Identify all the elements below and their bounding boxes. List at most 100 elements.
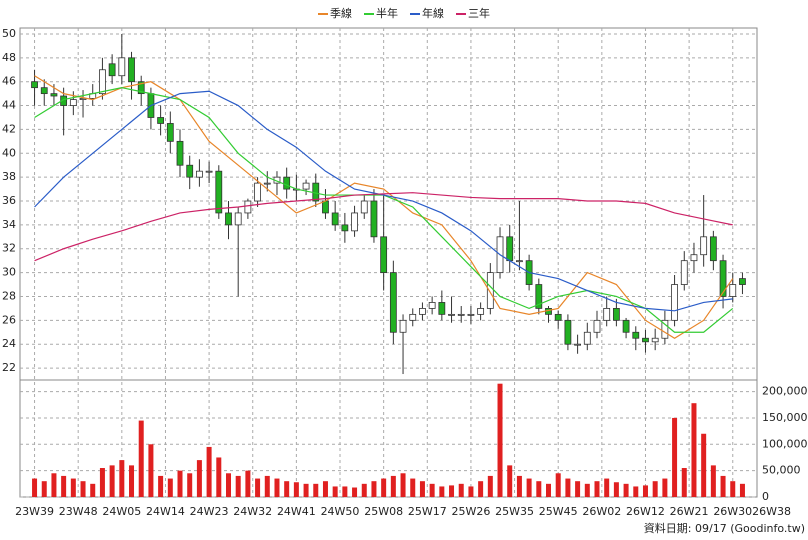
candle-body <box>680 260 688 285</box>
candle-body <box>593 319 601 333</box>
volume-bar <box>284 481 290 497</box>
y-tick-label: 42 <box>2 122 16 135</box>
volume-bar <box>41 481 47 497</box>
candle-body <box>661 319 669 339</box>
volume-bar <box>652 481 658 497</box>
volume-bar <box>371 481 377 497</box>
volume-bar <box>701 433 707 497</box>
y-tick-label: 48 <box>2 51 16 64</box>
candle-body <box>467 313 475 316</box>
volume-bar <box>177 470 183 497</box>
volume-bar <box>264 475 270 497</box>
volume-bar <box>158 475 164 497</box>
volume-bar <box>109 465 115 497</box>
volume-bar <box>332 486 338 497</box>
volume-bar <box>516 475 522 497</box>
volume-bar <box>429 483 435 497</box>
legend-label: 三年 <box>468 6 490 20</box>
legend-label: 半年 <box>376 6 398 20</box>
volume-bar <box>487 475 493 497</box>
y-tick-label: 24 <box>2 337 16 350</box>
candle-body <box>108 63 116 77</box>
candle-body <box>137 81 145 95</box>
candle-body <box>438 302 446 315</box>
volume-bar <box>575 481 581 497</box>
legend-label: 季線 <box>330 6 352 20</box>
volume-bar <box>449 485 455 497</box>
candle-body <box>302 182 310 190</box>
x-tick-label: 24W23 <box>190 505 229 518</box>
volume-bar <box>352 487 358 497</box>
candle-body <box>380 236 388 274</box>
candle-body <box>583 331 591 345</box>
volume-bar <box>584 483 590 497</box>
x-tick-label: 26W02 <box>582 505 621 518</box>
footer: 資料日期: 09/17 (Goodinfo.tw) <box>644 521 805 535</box>
candle-body <box>651 337 659 343</box>
volume-bar <box>148 444 154 497</box>
volume-bar <box>419 481 425 497</box>
y2-tick-label: 0 <box>762 490 769 503</box>
volume-bar <box>187 473 193 497</box>
volume-bar <box>313 483 319 497</box>
candle-body <box>157 117 165 124</box>
volume-bar <box>681 468 687 497</box>
candle-body <box>603 308 611 321</box>
candle-body <box>234 212 242 226</box>
volume-bar <box>206 446 212 497</box>
candle-body <box>574 343 581 346</box>
volume-bar <box>546 483 552 497</box>
candle-body <box>554 313 562 321</box>
candle-body <box>622 319 630 333</box>
candle-body <box>477 308 485 315</box>
candle-body <box>642 337 649 343</box>
ma-line <box>34 192 733 262</box>
candle-body <box>166 123 174 142</box>
volume-bar <box>70 478 76 497</box>
x-tick-label: 26W21 <box>670 505 709 518</box>
candle-body <box>360 200 368 214</box>
volume-bar <box>32 478 38 497</box>
volume-bar <box>710 465 716 497</box>
volume-bar <box>322 481 328 497</box>
candle-body <box>225 212 232 226</box>
y-tick-label: 50 <box>2 27 16 40</box>
volume-bar <box>478 481 484 497</box>
y-tick-label: 38 <box>2 170 16 183</box>
volume-bar <box>119 460 125 497</box>
candle-body <box>118 57 126 77</box>
x-tick-label: 24W05 <box>102 505 141 518</box>
volume-bar <box>468 486 474 497</box>
volume-bar <box>255 478 261 497</box>
y-tick-label: 22 <box>2 361 16 374</box>
y-tick-label: 40 <box>2 146 16 159</box>
candle-body <box>457 313 465 316</box>
candle-body <box>632 331 640 339</box>
x-tick-label: 25W45 <box>539 505 578 518</box>
candle-body <box>128 57 135 83</box>
candle-body <box>40 87 48 95</box>
candle-body <box>69 99 77 106</box>
candle-body <box>254 182 261 202</box>
candle-body <box>409 313 417 321</box>
volume-bar <box>381 478 387 497</box>
volume-bar <box>565 478 571 497</box>
candle-body <box>79 98 87 100</box>
ma-line <box>34 75 734 339</box>
volume-bar <box>623 483 629 497</box>
volume-bar <box>439 486 445 497</box>
x-tick-label: 24W50 <box>321 505 360 518</box>
candle-body <box>719 260 727 297</box>
volume-bar <box>739 483 745 497</box>
volume-bar <box>274 478 280 497</box>
legend-label: 年線 <box>422 6 444 20</box>
volume-bar <box>594 481 600 497</box>
candle-body <box>370 200 378 238</box>
x-tick-label: 23W39 <box>15 505 54 518</box>
candle-body <box>535 284 543 309</box>
candle-body <box>322 200 329 214</box>
x-tick-label: 25W26 <box>451 505 490 518</box>
x-tick-label: 23W48 <box>59 505 98 518</box>
